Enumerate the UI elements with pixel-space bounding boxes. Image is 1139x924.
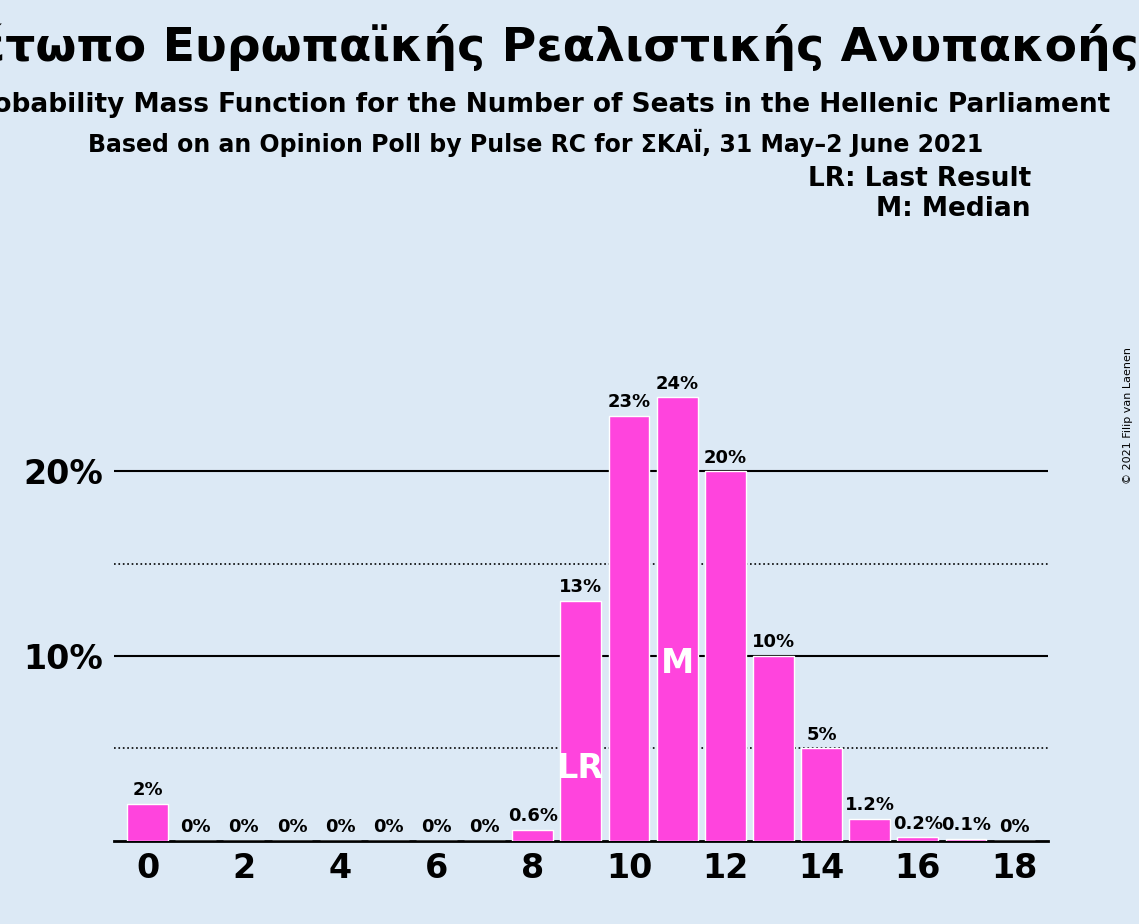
Text: 0%: 0%	[372, 819, 403, 836]
Text: 0.6%: 0.6%	[508, 808, 558, 825]
Text: 5%: 5%	[806, 726, 837, 744]
Text: 0%: 0%	[277, 819, 308, 836]
Text: 23%: 23%	[607, 394, 650, 411]
Bar	[513, 830, 554, 841]
Text: 0%: 0%	[469, 819, 500, 836]
Bar	[128, 804, 169, 841]
Text: 0%: 0%	[180, 819, 211, 836]
Text: 0%: 0%	[325, 819, 355, 836]
Text: Based on an Opinion Poll by Pulse RC for ΣΚΑΪ, 31 May–2 June 2021: Based on an Opinion Poll by Pulse RC for…	[88, 129, 983, 157]
Bar	[801, 748, 842, 841]
Bar	[945, 839, 986, 841]
Text: LR: LR	[557, 752, 605, 785]
Text: © 2021 Filip van Laenen: © 2021 Filip van Laenen	[1123, 347, 1133, 484]
Bar	[705, 471, 746, 841]
Text: 0.1%: 0.1%	[941, 817, 991, 834]
Text: M: M	[661, 647, 694, 680]
Text: Probability Mass Function for the Number of Seats in the Hellenic Parliament: Probability Mass Function for the Number…	[0, 92, 1109, 118]
Text: 10%: 10%	[752, 634, 795, 651]
Bar	[657, 397, 697, 841]
Text: 13%: 13%	[559, 578, 603, 596]
Text: 20%: 20%	[704, 449, 747, 467]
Text: 0%: 0%	[999, 819, 1030, 836]
Bar	[850, 819, 891, 841]
Text: LR: Last Result: LR: Last Result	[808, 166, 1031, 192]
Text: Μέτωπο Ευρωπαϊκής Ρεαλιστικής Ανυπακοής: Μέτωπο Ευρωπαϊκής Ρεαλιστικής Ανυπακοής	[0, 23, 1139, 70]
Bar	[608, 416, 649, 841]
Bar	[753, 656, 794, 841]
Text: M: Median: M: Median	[876, 196, 1031, 222]
Text: 0.2%: 0.2%	[893, 815, 943, 833]
Bar	[560, 601, 601, 841]
Text: 2%: 2%	[132, 782, 163, 799]
Text: 0%: 0%	[421, 819, 452, 836]
Text: 0%: 0%	[229, 819, 260, 836]
Text: 1.2%: 1.2%	[845, 796, 895, 814]
Bar	[898, 837, 939, 841]
Text: 24%: 24%	[656, 375, 698, 393]
